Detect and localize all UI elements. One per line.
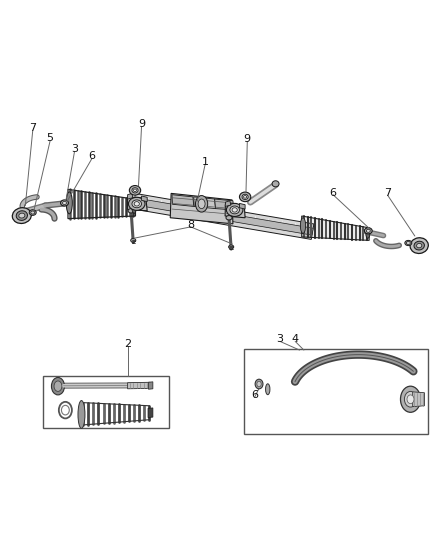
Bar — [244, 349, 428, 434]
Ellipse shape — [414, 241, 424, 250]
Bar — [43, 376, 169, 427]
Ellipse shape — [16, 211, 28, 220]
Text: 1: 1 — [201, 157, 208, 167]
Text: 8: 8 — [187, 220, 194, 230]
Polygon shape — [170, 193, 233, 224]
Ellipse shape — [407, 395, 414, 403]
Ellipse shape — [230, 206, 240, 214]
Ellipse shape — [232, 208, 237, 212]
Text: 7: 7 — [384, 188, 392, 198]
Polygon shape — [413, 392, 424, 407]
Polygon shape — [133, 193, 314, 239]
Ellipse shape — [60, 200, 68, 206]
Ellipse shape — [51, 377, 64, 395]
Ellipse shape — [29, 209, 36, 215]
Text: 4: 4 — [292, 334, 299, 344]
Polygon shape — [127, 197, 147, 211]
Ellipse shape — [244, 196, 247, 198]
Text: 2: 2 — [124, 339, 131, 349]
Polygon shape — [172, 195, 194, 206]
Text: 6: 6 — [88, 151, 95, 161]
Ellipse shape — [63, 201, 67, 205]
Ellipse shape — [31, 211, 35, 214]
Ellipse shape — [132, 200, 141, 208]
Ellipse shape — [257, 381, 261, 387]
Ellipse shape — [128, 208, 134, 213]
Ellipse shape — [128, 197, 145, 211]
Ellipse shape — [404, 391, 417, 407]
Ellipse shape — [134, 201, 139, 206]
Polygon shape — [225, 204, 245, 218]
Ellipse shape — [400, 386, 420, 413]
Ellipse shape — [405, 240, 412, 246]
Polygon shape — [127, 382, 150, 389]
Text: 5: 5 — [46, 133, 53, 143]
Polygon shape — [240, 204, 245, 209]
Polygon shape — [215, 199, 234, 210]
Ellipse shape — [406, 241, 410, 245]
Ellipse shape — [240, 192, 251, 201]
Ellipse shape — [12, 208, 32, 223]
Ellipse shape — [229, 245, 234, 249]
Ellipse shape — [226, 204, 243, 216]
Text: 7: 7 — [29, 123, 36, 133]
Ellipse shape — [132, 202, 136, 213]
Text: 9: 9 — [244, 134, 251, 144]
Polygon shape — [141, 196, 147, 201]
Ellipse shape — [198, 199, 205, 208]
Text: 3: 3 — [276, 334, 283, 344]
Polygon shape — [194, 197, 215, 208]
Ellipse shape — [19, 213, 25, 218]
Ellipse shape — [129, 185, 141, 195]
Ellipse shape — [364, 228, 372, 234]
Ellipse shape — [366, 230, 370, 238]
Polygon shape — [225, 201, 231, 206]
Ellipse shape — [265, 384, 270, 394]
Text: 3: 3 — [71, 144, 78, 154]
Ellipse shape — [134, 189, 137, 192]
Ellipse shape — [195, 196, 208, 212]
Ellipse shape — [366, 229, 370, 232]
Ellipse shape — [54, 381, 62, 391]
Ellipse shape — [417, 244, 422, 248]
Ellipse shape — [226, 215, 232, 220]
Polygon shape — [148, 408, 153, 417]
Text: 6: 6 — [329, 188, 336, 198]
Ellipse shape — [255, 379, 263, 389]
Text: 6: 6 — [251, 390, 258, 400]
Ellipse shape — [300, 218, 306, 233]
Ellipse shape — [410, 238, 428, 254]
Ellipse shape — [242, 194, 248, 199]
Ellipse shape — [66, 192, 72, 214]
Ellipse shape — [132, 188, 138, 193]
Polygon shape — [148, 382, 153, 389]
Polygon shape — [134, 198, 313, 235]
Ellipse shape — [272, 181, 279, 187]
Polygon shape — [127, 193, 133, 199]
Ellipse shape — [131, 238, 136, 243]
Text: 9: 9 — [138, 119, 145, 129]
Ellipse shape — [78, 400, 85, 429]
